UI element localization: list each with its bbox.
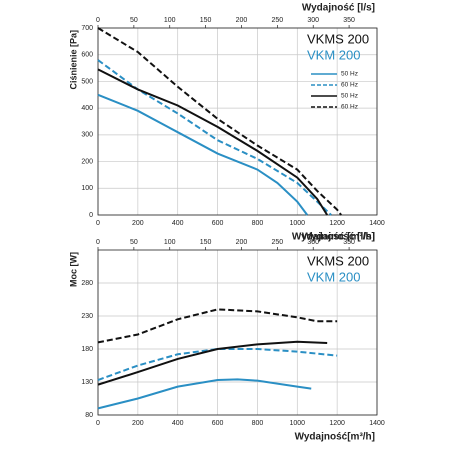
plot-frame	[97, 27, 378, 216]
annotation: VKMS 200	[307, 253, 369, 268]
x-tick-label: 1400	[369, 220, 385, 227]
x2-tick-label: 200	[236, 17, 248, 24]
x-tick-label: 400	[172, 420, 184, 427]
legend-label: 50 Hz	[341, 71, 358, 78]
annotation: VKM 200	[307, 47, 360, 62]
y-tick-label: 130	[81, 379, 93, 386]
x-tick-label: 1000	[289, 220, 305, 227]
y-axis-label: Moc [W]	[68, 252, 78, 287]
x-tick-label: 0	[96, 420, 100, 427]
x-tick-label: 1200	[329, 420, 345, 427]
x2-tick-label: 100	[164, 239, 176, 246]
x2-tick-label: 0	[96, 17, 100, 24]
x-tick-label: 800	[252, 220, 264, 227]
x2-tick-label: 100	[164, 17, 176, 24]
annotation: VKM 200	[307, 269, 360, 284]
x-axis-label: Wydajność [m³/h]	[292, 232, 375, 243]
x-tick-label: 400	[172, 220, 184, 227]
x2-tick-label: 200	[236, 239, 248, 246]
y-tick-label: 400	[81, 105, 93, 112]
series-line	[97, 308, 338, 344]
x2-tick-label: 150	[200, 239, 212, 246]
x-tick-label: 600	[212, 420, 224, 427]
x-tick-label: 1000	[289, 420, 305, 427]
legend-label: 60 Hz	[341, 82, 358, 89]
x2-tick-label: 250	[272, 239, 284, 246]
x2-axis-label: Wydajność [l/s]	[302, 3, 375, 14]
plot-frame	[97, 249, 378, 416]
x-tick-label: 800	[252, 420, 264, 427]
y-tick-label: 200	[81, 158, 93, 165]
x2-tick-label: 250	[272, 17, 284, 24]
y-tick-label: 280	[81, 280, 93, 287]
y-axis-label: Ciśnienie [Pa]	[68, 30, 78, 90]
legend-label: 60 Hz	[341, 104, 358, 111]
y-tick-label: 700	[81, 25, 93, 32]
y-tick-label: 80	[85, 412, 93, 419]
legend-label: 50 Hz	[341, 93, 358, 100]
x-tick-label: 0	[96, 220, 100, 227]
y-tick-label: 100	[81, 185, 93, 192]
series-line	[97, 68, 329, 216]
series-line	[97, 378, 312, 410]
x2-tick-label: 50	[130, 239, 138, 246]
x2-tick-label: 350	[343, 239, 355, 246]
series-line	[97, 27, 342, 216]
series-line	[97, 93, 309, 216]
y-tick-label: 600	[81, 52, 93, 59]
x2-tick-label: 350	[343, 17, 355, 24]
x-tick-label: 200	[132, 220, 144, 227]
annotation: VKMS 200	[307, 31, 369, 46]
x-tick-label: 200	[132, 420, 144, 427]
x-tick-label: 1400	[369, 420, 385, 427]
y-tick-label: 180	[81, 346, 93, 353]
series-line	[97, 59, 332, 216]
x2-tick-label: 300	[307, 17, 319, 24]
x2-tick-label: 150	[200, 17, 212, 24]
x-tick-label: 1200	[329, 220, 345, 227]
y-tick-label: 230	[81, 313, 93, 320]
series-line	[97, 340, 328, 386]
series-line	[97, 348, 338, 381]
x-axis-label: Wydajność[m³/h]	[295, 432, 375, 443]
x2-tick-label: 50	[130, 17, 138, 24]
x-tick-label: 600	[212, 220, 224, 227]
x2-axis-label: Wydajność [l/s]	[302, 232, 375, 243]
y-tick-label: 300	[81, 132, 93, 139]
x2-tick-label: 300	[307, 239, 319, 246]
y-tick-label: 500	[81, 78, 93, 85]
x2-tick-label: 0	[96, 239, 100, 246]
y-tick-label: 0	[89, 212, 93, 219]
